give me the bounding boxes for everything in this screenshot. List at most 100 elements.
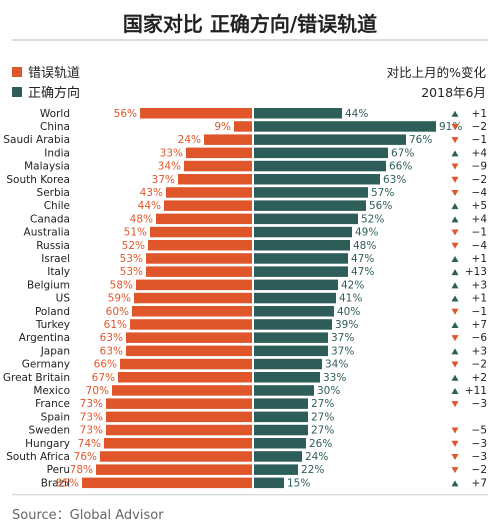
change-value: −3	[472, 438, 487, 450]
change-value: −3	[472, 398, 487, 410]
category-label: Sweden	[29, 425, 71, 437]
bar-right	[254, 292, 336, 304]
category-label: France	[35, 398, 70, 410]
bar-wrong	[204, 134, 252, 145]
change-arrow-down	[451, 163, 459, 170]
value-label-right: 24%	[305, 451, 328, 463]
category-label: Serbia	[37, 187, 70, 199]
bar-right	[254, 160, 386, 172]
change-value: −2	[472, 464, 487, 476]
value-label-right: 49%	[355, 227, 378, 239]
value-label-right: 37%	[331, 345, 354, 357]
category-label: Japan	[40, 345, 70, 357]
change-arrow-down	[451, 335, 459, 342]
change-arrow-down	[451, 361, 459, 368]
bar-wrong	[148, 240, 252, 251]
value-label-wrong: 44%	[138, 200, 161, 212]
bar-right	[254, 253, 348, 264]
category-label: Peru	[47, 464, 70, 476]
bar-right	[254, 319, 332, 330]
bar-right	[254, 266, 348, 277]
value-label-wrong: 58%	[110, 279, 133, 291]
value-label-wrong: 52%	[122, 240, 145, 252]
bar-right	[254, 332, 328, 343]
value-label-wrong: 63%	[100, 332, 123, 344]
change-value: +2	[472, 372, 487, 384]
value-label-right: 56%	[369, 200, 392, 212]
value-label-right: 40%	[337, 306, 360, 318]
value-label-wrong: 60%	[106, 306, 129, 318]
bar-wrong	[126, 332, 252, 343]
change-value: −2	[472, 359, 487, 371]
change-arrow-up	[451, 480, 459, 487]
value-label-wrong: 53%	[120, 253, 143, 265]
value-label-wrong: 63%	[100, 345, 123, 357]
bar-right	[254, 147, 388, 159]
value-label-right: 67%	[391, 147, 414, 159]
change-value: −9	[472, 161, 487, 173]
bar-right	[254, 398, 308, 409]
bar-right	[254, 187, 368, 198]
value-label-right: 33%	[323, 372, 346, 384]
value-label-wrong: 43%	[140, 187, 163, 199]
bar-wrong	[166, 187, 252, 198]
bar-wrong	[146, 266, 252, 277]
change-arrow-down	[451, 440, 459, 447]
change-arrow-up	[451, 321, 459, 328]
bar-wrong	[126, 345, 252, 357]
category-label: World	[40, 108, 70, 120]
value-label-right: 27%	[311, 425, 334, 437]
bar-right	[254, 108, 342, 119]
change-arrow-up	[451, 216, 459, 223]
value-label-right: 30%	[317, 385, 340, 397]
category-label: Israel	[41, 253, 70, 265]
category-label: Germany	[22, 359, 70, 371]
change-value: +1	[472, 108, 487, 120]
value-label-wrong: 70%	[86, 385, 109, 397]
category-label: Poland	[35, 306, 70, 318]
value-label-wrong: 24%	[178, 134, 201, 146]
category-label: Mexico	[33, 385, 70, 397]
change-arrow-up	[451, 387, 459, 394]
value-label-wrong: 73%	[80, 411, 103, 423]
value-label-right: 27%	[311, 398, 334, 410]
legend-right: 正确方向	[12, 82, 80, 101]
change-arrow-up	[451, 110, 459, 117]
bar-right	[254, 174, 380, 185]
value-label-right: 48%	[353, 240, 376, 252]
category-label: India	[44, 147, 70, 159]
bar-right	[254, 464, 298, 475]
change-arrow-down	[451, 427, 459, 434]
change-arrow-up	[451, 150, 459, 157]
category-label: Belgium	[27, 279, 70, 291]
category-label: China	[40, 121, 70, 133]
bar-wrong	[136, 279, 252, 291]
value-label-wrong: 59%	[108, 293, 131, 305]
change-value: −4	[472, 240, 488, 252]
bar-wrong	[112, 385, 252, 396]
source-note: Source：Global Advisor	[12, 508, 164, 523]
legend-right-swatch	[12, 86, 22, 97]
value-label-wrong: 66%	[94, 359, 117, 371]
value-label-right: 22%	[301, 464, 324, 476]
value-label-right: 52%	[361, 213, 384, 225]
bar-right	[254, 358, 322, 370]
bar-right	[254, 438, 306, 449]
bar-right	[254, 279, 338, 291]
value-label-right: 41%	[339, 293, 362, 305]
value-label-wrong: 73%	[80, 425, 103, 437]
change-value: +1	[472, 293, 487, 305]
value-label-wrong: 74%	[78, 438, 101, 450]
category-label: South Africa	[6, 451, 70, 463]
category-label: US	[56, 293, 71, 305]
category-label: Great Britain	[3, 372, 70, 384]
change-value: +1	[472, 253, 487, 265]
category-label: South Korea	[6, 174, 70, 186]
category-label: Hungary	[25, 438, 70, 450]
change-arrow-up	[451, 203, 459, 210]
category-label: Spain	[41, 411, 70, 423]
change-arrow-up	[451, 269, 459, 276]
bar-right	[254, 345, 328, 357]
value-label-right: 27%	[311, 411, 334, 423]
value-label-wrong: 9%	[214, 121, 231, 133]
